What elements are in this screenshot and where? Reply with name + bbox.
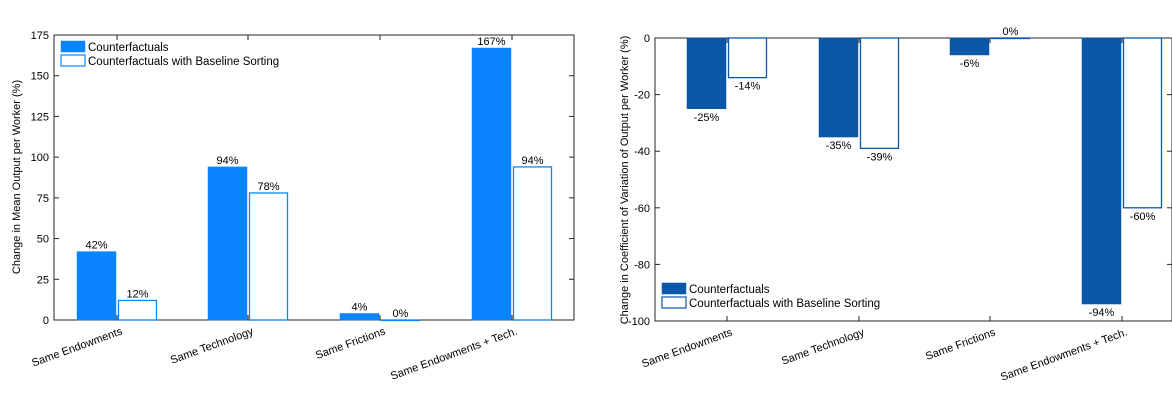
data-label: -14% xyxy=(735,81,761,93)
data-label: -25% xyxy=(694,112,720,124)
y-tick-label: 0 xyxy=(43,315,49,327)
bar-counterfactual xyxy=(1081,37,1122,305)
y-tick-label: 100 xyxy=(31,152,49,164)
y-tick-label: 125 xyxy=(31,111,49,123)
bar-counterfactual xyxy=(686,37,727,109)
y-axis-label: Change in Mean Output per Worker (%) xyxy=(11,80,23,274)
chart-panel-1: 0 25 50 75 100 125 150 175 42% 94% 4% 167% 12% 78% 0% 9… xyxy=(11,30,575,383)
data-label: -39% xyxy=(867,151,893,163)
legend-label: Counterfactuals with Baseline Sorting xyxy=(88,56,279,68)
bar-baseline-sorting xyxy=(248,192,289,321)
legend: Counterfactuals Counterfactuals with Base… xyxy=(60,40,279,68)
x-category-label: Same Endowments xyxy=(640,326,734,370)
data-label: 12% xyxy=(126,288,148,300)
y-tick-label: 175 xyxy=(31,30,49,42)
legend-swatch xyxy=(60,40,86,53)
bar-baseline-sorting xyxy=(990,37,1031,40)
data-label: 94% xyxy=(521,155,543,167)
bar-baseline-sorting xyxy=(727,37,768,79)
legend: Counterfactuals Counterfactuals with Base… xyxy=(661,282,880,310)
data-label: 94% xyxy=(216,155,238,167)
x-category-label: Same Endowments + Tech. xyxy=(999,327,1129,384)
legend-label: Counterfactuals xyxy=(88,42,169,54)
x-category-label: Same Frictions xyxy=(314,325,388,362)
y-tick-label: 150 xyxy=(31,71,49,83)
data-label: 4% xyxy=(352,301,368,313)
legend-swatch xyxy=(60,54,86,67)
bar-baseline-sorting xyxy=(859,37,900,150)
data-label: 42% xyxy=(85,240,107,252)
y-tick-label: 25 xyxy=(37,274,49,286)
legend-swatch xyxy=(661,282,687,295)
y-tick-label: 75 xyxy=(37,193,49,205)
chart-panel-2: -100 -80 -60 -40 -20 0 -25% -35% -6% -94% -14% -39%… xyxy=(619,26,1172,384)
bar-baseline-sorting xyxy=(512,166,553,321)
x-category-label: Same Technology xyxy=(169,325,256,366)
data-label: 78% xyxy=(257,181,279,193)
bar-counterfactual xyxy=(76,251,117,321)
bar-counterfactual xyxy=(207,166,248,321)
x-category-label: Same Technology xyxy=(780,326,867,367)
data-label: 167% xyxy=(477,36,505,48)
plot-area-box xyxy=(53,34,575,321)
bar-baseline-sorting xyxy=(380,319,421,322)
y-tick-label: -100 xyxy=(628,316,650,328)
bar-baseline-sorting xyxy=(1122,37,1163,209)
legend-swatch xyxy=(661,296,687,309)
data-label: -35% xyxy=(826,140,852,152)
bar-counterfactual xyxy=(471,47,512,321)
y-tick-label: 50 xyxy=(37,234,49,246)
y-tick-label: -60 xyxy=(634,203,650,215)
data-label: 0% xyxy=(1003,26,1019,38)
plot-area-box xyxy=(654,37,1172,322)
bar-counterfactual xyxy=(949,37,990,56)
bar-counterfactual xyxy=(339,313,380,321)
y-axis-label: Change in Coefficient of Variation of Ou… xyxy=(619,36,631,325)
data-label: -60% xyxy=(1130,211,1156,223)
y-tick-label: -40 xyxy=(634,146,650,158)
y-tick-label: -80 xyxy=(634,259,650,271)
y-tick-label: 0 xyxy=(644,33,650,45)
x-category-label: Same Frictions xyxy=(924,326,998,363)
x-category-label: Same Endowments xyxy=(30,325,124,369)
data-label: 0% xyxy=(393,308,409,320)
legend-label: Counterfactuals xyxy=(689,284,770,296)
data-label: -6% xyxy=(960,58,980,70)
data-label: -94% xyxy=(1089,307,1115,319)
legend-label: Counterfactuals with Baseline Sorting xyxy=(689,298,880,310)
bar-counterfactual xyxy=(818,37,859,138)
y-tick-label: -20 xyxy=(634,90,650,102)
x-category-label: Same Endowments + Tech. xyxy=(389,326,519,383)
bar-baseline-sorting xyxy=(117,299,158,321)
